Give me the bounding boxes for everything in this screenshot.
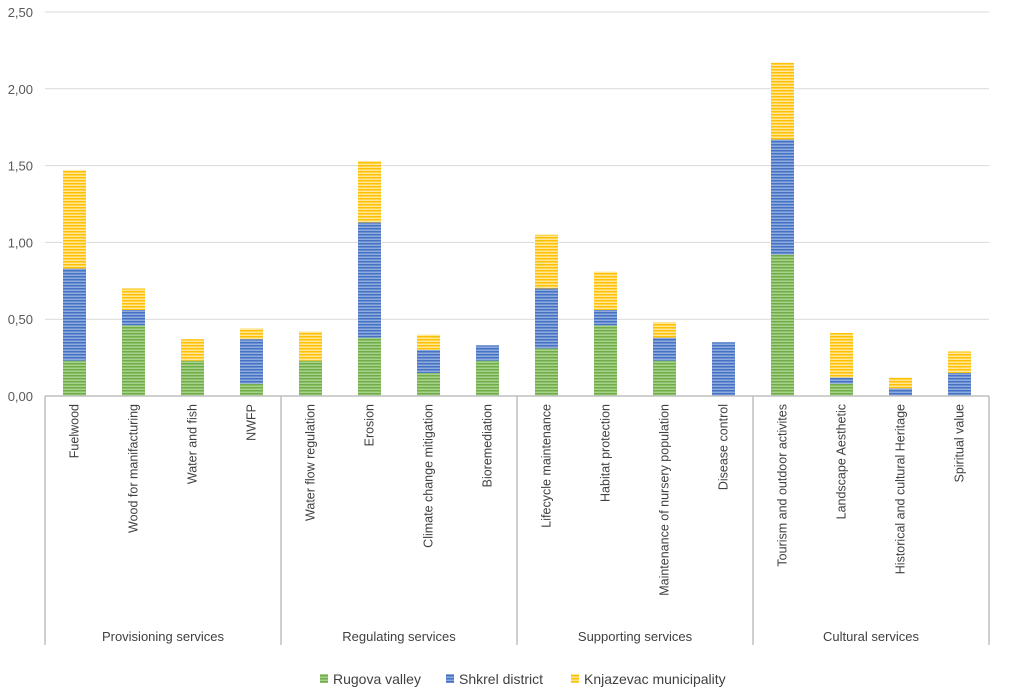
bar-segment-knjazevac-municipality	[63, 170, 86, 269]
category-label: Erosion	[363, 404, 377, 446]
bar-segment-knjazevac-municipality	[358, 160, 381, 223]
y-tick-label: 2,50	[8, 5, 33, 20]
bar-segment-shkrel-district	[771, 139, 794, 255]
bar-segment-shkrel-district	[63, 268, 86, 361]
y-tick-label: 2,00	[8, 82, 33, 97]
bar-segment-rugova-valley	[299, 360, 322, 396]
bar-segment-shkrel-district	[358, 222, 381, 338]
category-labels: Fuelwood Wood for manifacturing Water and …	[68, 404, 967, 596]
bar-segment-rugova-valley	[594, 325, 617, 396]
legend-item: Shkrel district	[446, 671, 543, 687]
y-axis-ticks: 0,00 0,50 1,00 1,50 2,00 2,50	[8, 5, 33, 404]
y-tick-label: 0,00	[8, 389, 33, 404]
bars	[63, 62, 971, 396]
bar-segment-shkrel-district	[240, 339, 263, 384]
bar-segment-rugova-valley	[417, 372, 440, 396]
category-label: Tourism and outdoor activites	[776, 404, 790, 567]
category-label: Bioremediation	[481, 404, 495, 487]
legend-swatch	[571, 674, 579, 683]
legend-label: Knjazevac municipality	[584, 671, 726, 687]
category-label: Disease control	[717, 404, 731, 490]
legend-swatch	[446, 674, 454, 683]
bar-segment-rugova-valley	[830, 383, 853, 396]
bar-segment-knjazevac-municipality	[240, 328, 263, 340]
bar-segment-shkrel-district	[830, 377, 853, 384]
bar-segment-shkrel-district	[594, 309, 617, 326]
legend-label: Shkrel district	[459, 671, 543, 687]
bar-segment-shkrel-district	[948, 372, 971, 396]
group-label: Cultural services	[823, 629, 920, 644]
group-labels: Provisioning services Regulating services…	[102, 629, 920, 644]
bar-segment-rugova-valley	[240, 383, 263, 396]
x-axis	[44, 395, 990, 645]
bar-segment-shkrel-district	[653, 337, 676, 361]
bar-segment-rugova-valley	[771, 254, 794, 396]
bar-segment-knjazevac-municipality	[889, 377, 912, 389]
category-label: Spiritual value	[953, 404, 967, 483]
legend-item: Rugova valley	[320, 671, 421, 687]
category-label: NWFP	[245, 404, 259, 441]
bar-segment-shkrel-district	[889, 388, 912, 396]
category-label: Lifecycle maintenance	[540, 404, 554, 528]
legend: Rugova valley Shkrel district Knjazevac mu…	[320, 671, 726, 687]
y-tick-label: 1,00	[8, 235, 33, 250]
bar-segment-shkrel-district	[712, 342, 735, 396]
bar-segment-knjazevac-municipality	[948, 351, 971, 373]
bar-segment-rugova-valley	[63, 360, 86, 396]
y-tick-label: 0,50	[8, 312, 33, 327]
group-label: Supporting services	[578, 629, 693, 644]
category-label: Historical and cultural Heritage	[894, 404, 908, 574]
bar-segment-knjazevac-municipality	[830, 333, 853, 378]
bar-segment-rugova-valley	[535, 348, 558, 396]
bar-segment-knjazevac-municipality	[122, 288, 145, 310]
bar-segment-rugova-valley	[122, 325, 145, 396]
group-label: Provisioning services	[102, 629, 225, 644]
bar-segment-shkrel-district	[122, 309, 145, 326]
bar-segment-rugova-valley	[476, 360, 499, 396]
bar-segment-knjazevac-municipality	[181, 339, 204, 361]
legend-swatch	[320, 674, 328, 683]
bar-segment-knjazevac-municipality	[535, 234, 558, 289]
group-label: Regulating services	[342, 629, 456, 644]
category-label: Landscape Aesthetic	[835, 404, 849, 519]
bar-segment-shkrel-district	[535, 288, 558, 349]
bar-segment-shkrel-district	[417, 349, 440, 373]
y-tick-label: 1,50	[8, 159, 33, 174]
category-label: Climate change mitigation	[422, 404, 436, 548]
bar-segment-knjazevac-municipality	[771, 62, 794, 140]
category-label: Maintenance of nursery population	[658, 404, 672, 596]
bar-segment-shkrel-district	[476, 345, 499, 361]
category-label: Wood for manifacturing	[127, 404, 141, 533]
gridlines	[45, 11, 989, 320]
category-label: Water flow regulation	[304, 404, 318, 521]
bar-segment-knjazevac-municipality	[653, 322, 676, 338]
legend-label: Rugova valley	[333, 671, 421, 687]
bar-segment-knjazevac-municipality	[417, 334, 440, 350]
bar-segment-knjazevac-municipality	[299, 331, 322, 361]
bar-segment-knjazevac-municipality	[594, 271, 617, 310]
category-label: Habitat protection	[599, 404, 613, 502]
bar-segment-rugova-valley	[358, 337, 381, 396]
category-label: Fuelwood	[68, 404, 82, 458]
bar-segment-rugova-valley	[653, 360, 676, 396]
bar-segment-rugova-valley	[181, 360, 204, 396]
category-label: Water and fish	[186, 404, 200, 484]
legend-item: Knjazevac municipality	[571, 671, 726, 687]
